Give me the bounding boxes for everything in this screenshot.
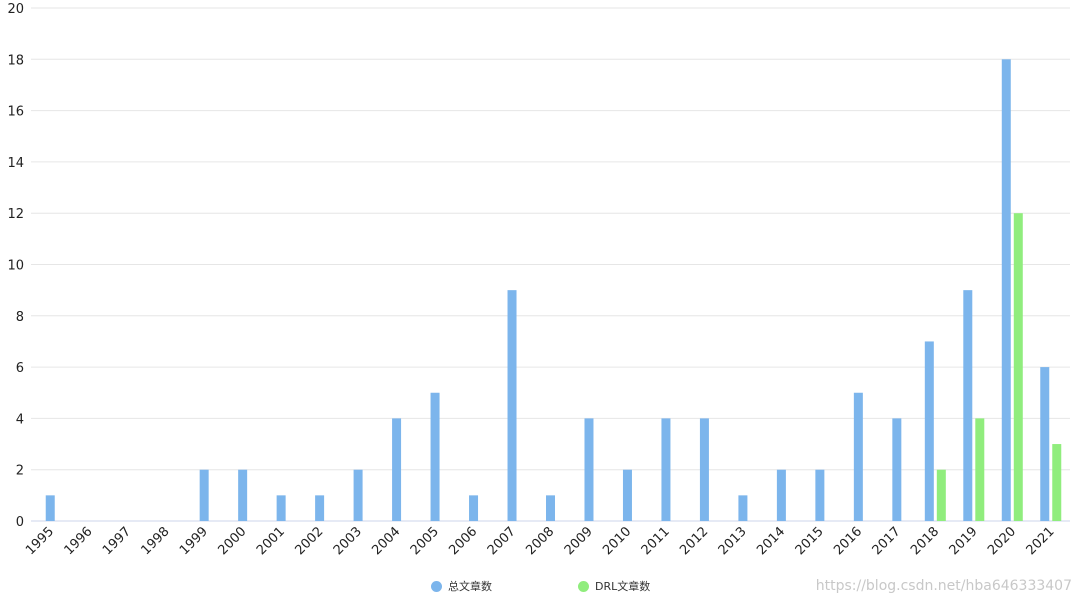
x-tick-label-2016: 2016	[831, 524, 865, 558]
bar-total-2000	[238, 469, 248, 521]
y-tick-label-14: 14	[7, 156, 24, 171]
y-tick-label-20: 20	[7, 2, 24, 17]
bar-total-2021	[1040, 367, 1050, 521]
x-tick-label-2005: 2005	[408, 524, 442, 558]
bar-total-2002	[315, 495, 325, 521]
bar-total-2004	[392, 418, 402, 521]
bar-total-2018	[924, 341, 934, 521]
x-tick-label-2003: 2003	[331, 524, 365, 558]
bar-total-2013	[738, 495, 748, 521]
x-tick-label-2012: 2012	[677, 524, 711, 558]
x-tick-label-2008: 2008	[523, 524, 557, 558]
x-tick-label-2001: 2001	[254, 524, 288, 558]
bar-drl-2021	[1052, 444, 1062, 521]
y-tick-label-2: 2	[16, 464, 24, 479]
legend-item-total[interactable]: 总文章数	[431, 578, 492, 594]
x-tick-label-2006: 2006	[446, 524, 480, 558]
bar-total-2019	[963, 290, 973, 521]
x-tick-label-1998: 1998	[139, 524, 173, 558]
x-tick-label-1999: 1999	[177, 524, 211, 558]
legend-label-total: 总文章数	[448, 580, 492, 593]
x-tick-label-2013: 2013	[716, 524, 750, 558]
bar-total-2014	[776, 469, 786, 521]
bar-total-2005	[430, 392, 440, 521]
bar-total-2017	[892, 418, 902, 521]
x-tick-label-2011: 2011	[639, 524, 673, 558]
bar-total-2008	[546, 495, 555, 521]
x-tick-label-2009: 2009	[562, 524, 596, 558]
bar-drl-2019	[975, 418, 985, 521]
bar-total-2016	[853, 392, 863, 521]
x-tick-label-2019: 2019	[947, 524, 981, 558]
bar-total-2006	[469, 495, 479, 521]
legend-swatch-drl	[578, 580, 589, 592]
legend-label-drl: DRL文章数	[595, 580, 651, 593]
x-tick-label-2015: 2015	[793, 524, 827, 558]
bar-total-2015	[815, 469, 825, 521]
y-tick-label-16: 16	[7, 105, 24, 120]
y-tick-label-10: 10	[7, 259, 24, 274]
bar-total-2003	[353, 469, 363, 521]
x-tick-label-2007: 2007	[485, 524, 519, 558]
x-tick-label-2002: 2002	[292, 524, 326, 558]
y-tick-label-18: 18	[7, 53, 24, 68]
x-tick-label-2017: 2017	[870, 524, 904, 558]
x-tick-label-2000: 2000	[215, 524, 249, 558]
bar-total-2011	[661, 418, 671, 521]
x-tick-label-2010: 2010	[600, 524, 634, 558]
bar-total-1995	[45, 495, 55, 521]
x-tick-label-2014: 2014	[754, 524, 788, 558]
bar-total-2009	[584, 418, 594, 521]
legend: 总文章数 DRL文章数	[0, 578, 1080, 594]
bar-total-2012	[699, 418, 709, 521]
x-tick-label-2004: 2004	[369, 524, 403, 558]
bar-total-2020	[1001, 59, 1011, 522]
x-tick-label-2018: 2018	[908, 524, 942, 558]
y-tick-label-6: 6	[16, 361, 24, 376]
y-tick-label-12: 12	[7, 207, 24, 222]
legend-swatch-total	[431, 580, 442, 592]
x-tick-label-2020: 2020	[985, 524, 1019, 558]
bar-total-2007	[507, 290, 517, 521]
bar-total-1999	[199, 469, 209, 521]
x-tick-label-1995: 1995	[23, 524, 57, 558]
x-tick-label-1996: 1996	[62, 524, 96, 558]
x-tick-label-1997: 1997	[100, 524, 134, 558]
y-tick-label-0: 0	[16, 515, 24, 530]
bar-total-2001	[276, 495, 286, 521]
y-tick-label-8: 8	[16, 310, 24, 325]
legend-item-drl[interactable]: DRL文章数	[578, 578, 650, 594]
x-tick-label-2021: 2021	[1024, 524, 1058, 558]
bar-drl-2018	[936, 469, 946, 521]
bar-total-2010	[622, 469, 632, 521]
bar-drl-2020	[1013, 213, 1023, 521]
watermark: https://blog.csdn.net/hba646333407	[815, 578, 1072, 594]
y-tick-label-4: 4	[16, 412, 24, 427]
